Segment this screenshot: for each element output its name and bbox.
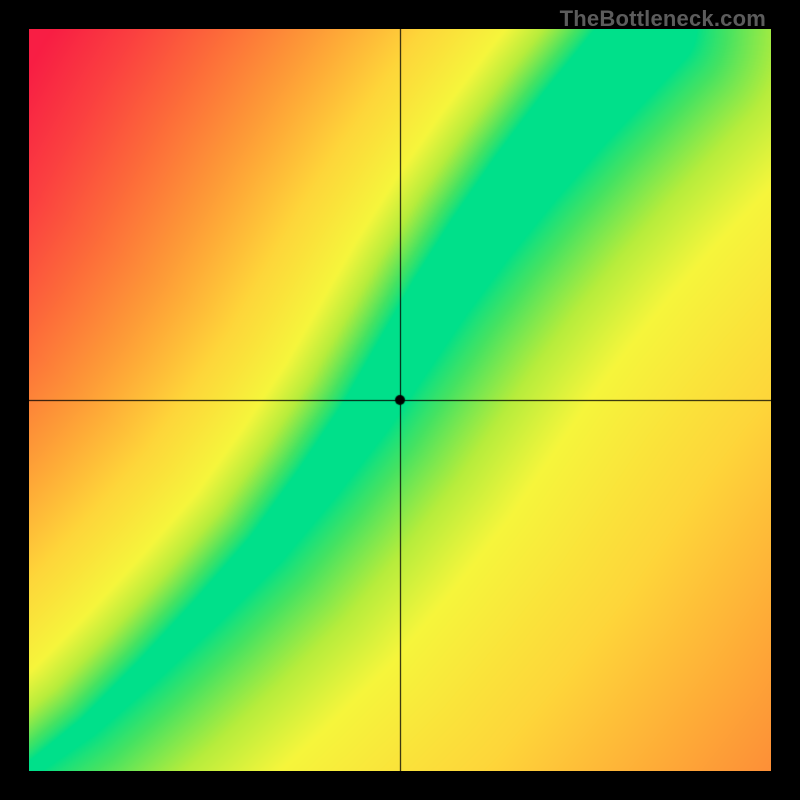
heatmap-plot <box>29 29 771 771</box>
chart-frame: TheBottleneck.com <box>0 0 800 800</box>
heatmap-canvas <box>29 29 771 771</box>
